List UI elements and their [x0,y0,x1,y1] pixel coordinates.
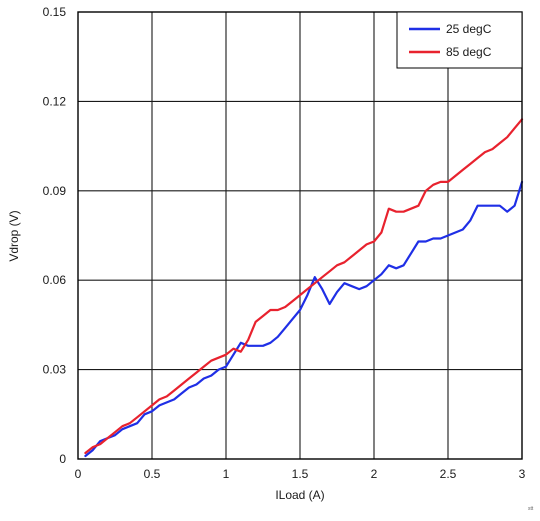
x-axis-label: ILoad (A) [275,488,324,502]
y-tick-label: 0.15 [43,5,67,19]
y-axis-label: Vdrop (V) [7,210,21,261]
x-tick-label: 0 [75,467,82,481]
legend-label-85-degc: 85 degC [446,45,492,59]
tick-labels: 0 0.5 1 1.5 2 2.5 3 0 0.03 0.06 0.09 0.12 0.15 [43,5,526,481]
x-tick-label: 0.5 [144,467,161,481]
y-tick-label: 0.06 [43,273,67,287]
plot-frame [77,11,523,460]
grid-lines [78,12,522,459]
x-tick-label: 1 [223,467,230,481]
legend-box [396,11,523,69]
y-tick-label: 0.09 [43,184,67,198]
x-tick-label: 1.5 [292,467,309,481]
series-line-25-degc [84,180,524,458]
y-tick-label: 0.12 [43,94,67,108]
legend-label-25-degc: 25 degC [446,22,492,36]
y-tick-label: 0.03 [43,363,67,377]
y-tick-label: 0 [59,452,66,466]
x-tick-label: 3 [519,467,526,481]
legend: 25 degC 85 degC [396,11,523,69]
x-tick-label: 2.5 [440,467,457,481]
x-tick-label: 2 [371,467,378,481]
series-line-85-degc [84,118,524,455]
series-lines [84,118,524,458]
corner-code: stt [528,506,534,512]
